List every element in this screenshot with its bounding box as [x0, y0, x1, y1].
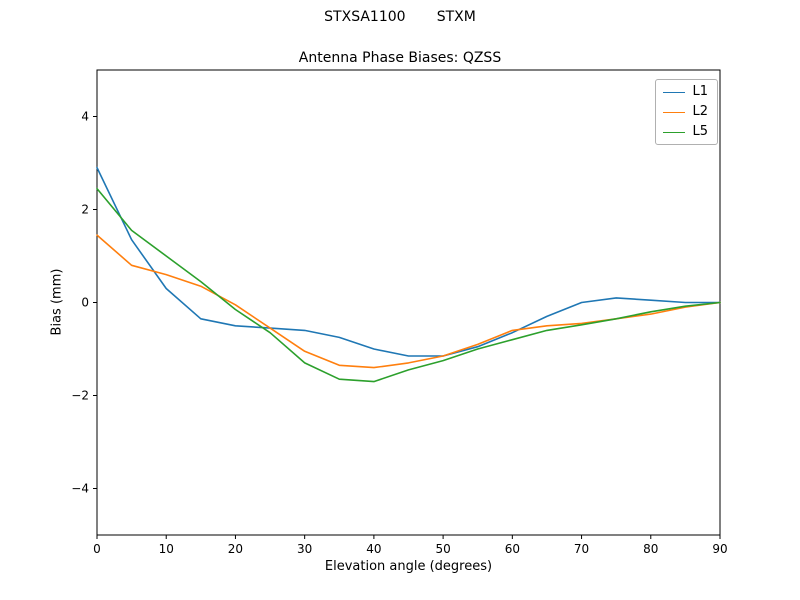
x-tick-label: 30 — [297, 542, 312, 556]
legend-label-l2: L2 — [692, 104, 708, 119]
x-axis-label: Elevation angle (degrees) — [324, 559, 493, 574]
y-tick-label: −2 — [71, 389, 89, 403]
x-tick-label: 90 — [712, 542, 727, 556]
x-tick-label: 60 — [505, 542, 520, 556]
x-tick-label: 20 — [228, 542, 243, 556]
y-tick-label: 4 — [81, 110, 89, 124]
x-tick-label: 80 — [643, 542, 658, 556]
axes-frame — [96, 69, 721, 536]
legend-line-l1 — [663, 91, 686, 93]
legend-label-l5: L5 — [692, 124, 708, 139]
legend-line-l5 — [663, 131, 686, 133]
legend-label-l1: L1 — [692, 84, 708, 99]
series-line-l1 — [96, 166, 721, 357]
legend-entry-l2: L2 — [663, 105, 708, 119]
series-line-l2 — [96, 234, 721, 369]
legend: L1 L2 L5 — [655, 79, 718, 145]
x-tick-label: 10 — [159, 542, 174, 556]
y-axis-label: Bias (mm) — [49, 268, 65, 336]
x-tick-label: 40 — [366, 542, 381, 556]
y-tick-label: 0 — [81, 296, 89, 310]
x-tick-label: 50 — [435, 542, 450, 556]
y-tick-label: −4 — [71, 482, 89, 496]
legend-line-l2 — [663, 111, 686, 113]
chart-title: Antenna Phase Biases: QZSS — [298, 50, 502, 66]
y-tick-label: 2 — [81, 203, 89, 217]
series-line-l5 — [96, 187, 721, 383]
legend-entry-l1: L1 — [663, 85, 708, 99]
legend-entry-l5: L5 — [663, 125, 708, 139]
x-tick-label: 70 — [574, 542, 589, 556]
x-tick-label: 0 — [93, 542, 101, 556]
figure-suptitle: STXSA1100 STXM — [324, 9, 476, 25]
